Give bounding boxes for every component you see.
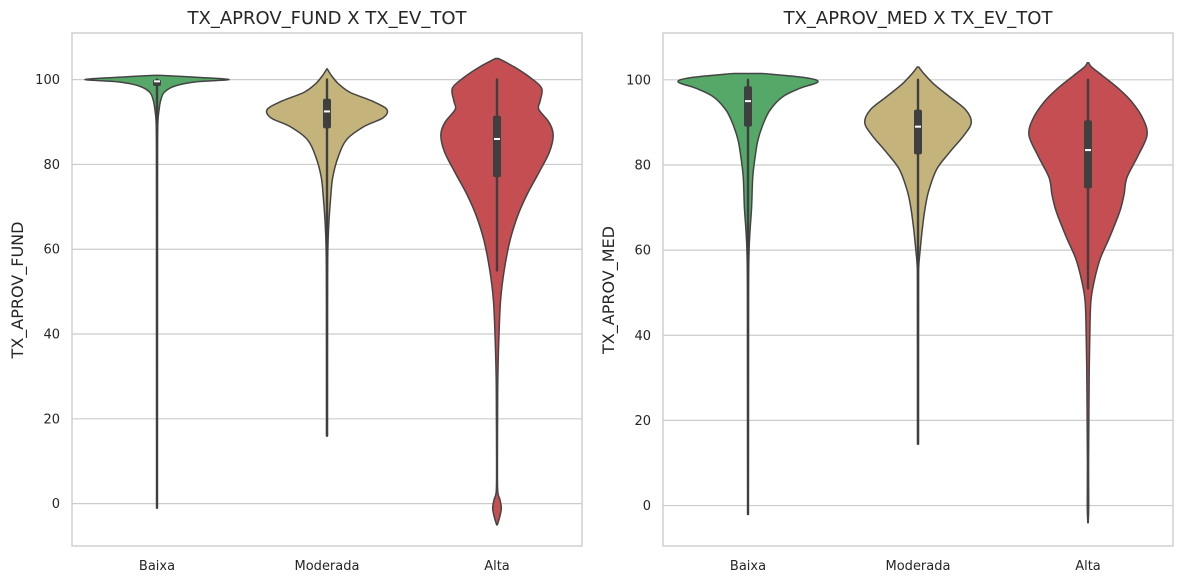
y-tick-label: 20 bbox=[43, 412, 60, 427]
y-tick-label: 0 bbox=[643, 499, 651, 514]
violin-alta bbox=[1028, 62, 1148, 524]
x-tick-label: Moderada bbox=[295, 559, 360, 574]
median-marker-alta bbox=[1085, 149, 1091, 152]
y-tick-label: 60 bbox=[634, 244, 651, 259]
y-tick-label: 100 bbox=[626, 73, 651, 88]
chart-title: TX_APROV_FUND X TX_EV_TOT bbox=[187, 8, 468, 29]
y-tick-label: 0 bbox=[52, 497, 60, 512]
y-tick-label: 80 bbox=[43, 158, 60, 173]
median-marker-baixa bbox=[745, 100, 751, 103]
x-tick-label: Alta bbox=[484, 559, 510, 574]
y-tick-label: 40 bbox=[634, 329, 651, 344]
x-tick-label: Moderada bbox=[886, 559, 951, 574]
chart-panel-fund: 0 20 40 60 80 100 Baixa Moderada Alta TX_APROV_… bbox=[8, 8, 583, 574]
y-tick-label: 60 bbox=[43, 243, 60, 258]
median-marker-alta bbox=[494, 137, 500, 140]
y-tick-label: 20 bbox=[634, 414, 651, 429]
iqr-box-alta bbox=[1084, 120, 1092, 189]
violin-alta bbox=[440, 57, 554, 526]
median-marker-moderada bbox=[324, 110, 330, 113]
iqr-box-baixa bbox=[744, 86, 752, 127]
x-tick-label: Baixa bbox=[139, 559, 175, 574]
iqr-box-moderada bbox=[323, 98, 331, 129]
chart-panel-med: 0 20 40 60 80 100 Baixa Moderada Alta TX_APROV_… bbox=[599, 8, 1174, 574]
x-tick-label: Alta bbox=[1075, 559, 1101, 574]
iqr-box-moderada bbox=[914, 109, 922, 155]
chart-title: TX_APROV_MED X TX_EV_TOT bbox=[783, 8, 1054, 29]
y-axis-label: TX_APROV_MED bbox=[599, 226, 619, 355]
y-tick-label: 100 bbox=[35, 73, 60, 88]
y-axis-label: TX_APROV_FUND bbox=[8, 222, 28, 360]
x-tick-label: Baixa bbox=[730, 559, 766, 574]
iqr-box-alta bbox=[493, 115, 501, 178]
y-tick-label: 80 bbox=[634, 158, 651, 173]
plot-frame bbox=[662, 32, 1174, 547]
median-marker-moderada bbox=[915, 125, 921, 128]
y-tick-label: 40 bbox=[43, 328, 60, 343]
plot-frame bbox=[71, 32, 583, 547]
median-marker-baixa bbox=[154, 80, 160, 83]
